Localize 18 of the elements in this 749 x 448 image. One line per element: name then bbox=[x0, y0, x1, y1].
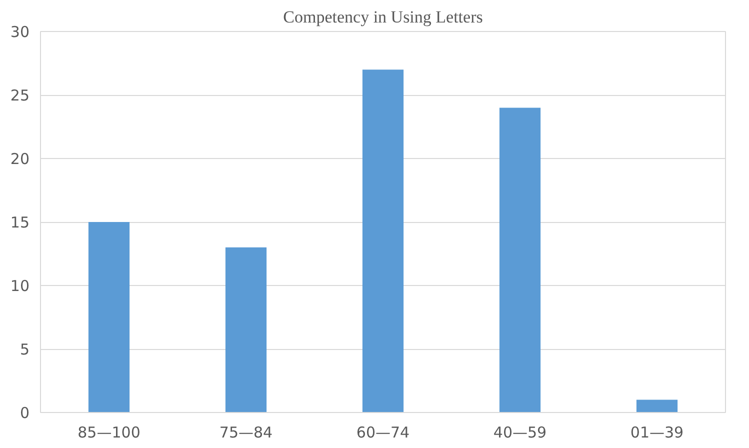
y-tick-label: 15 bbox=[10, 214, 30, 232]
x-tick-label: 75—84 bbox=[219, 424, 273, 442]
bar bbox=[636, 400, 678, 412]
bar bbox=[499, 108, 541, 412]
y-tick-label: 30 bbox=[10, 23, 30, 41]
y-tick-label: 5 bbox=[20, 340, 30, 358]
bar bbox=[88, 222, 130, 412]
x-tick-label: 40—59 bbox=[493, 424, 547, 442]
x-tick-label: 01—39 bbox=[630, 424, 684, 442]
y-tick-label: 10 bbox=[10, 277, 30, 295]
bar bbox=[225, 247, 267, 412]
y-tick-label: 20 bbox=[10, 150, 30, 168]
bar bbox=[362, 70, 404, 412]
chart-title: Competency in Using Letters bbox=[283, 8, 483, 26]
x-tick-label: 85—100 bbox=[78, 424, 140, 442]
y-tick-label: 25 bbox=[10, 86, 30, 104]
x-tick-label: 60—74 bbox=[356, 424, 410, 442]
y-tick-label: 0 bbox=[20, 404, 30, 422]
